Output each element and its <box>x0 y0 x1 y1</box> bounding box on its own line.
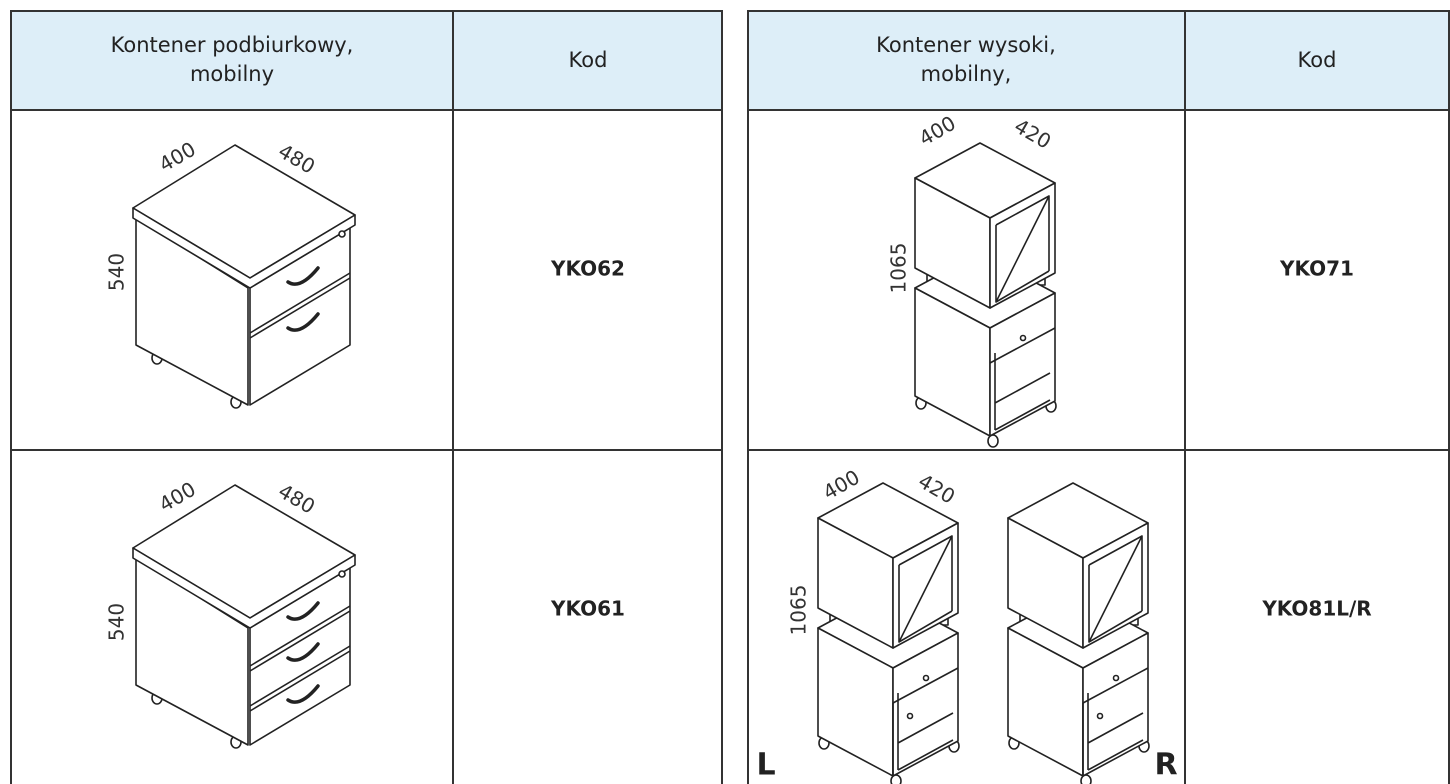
side-label: R <box>1154 748 1177 783</box>
tall-cabinet-drawing <box>818 483 959 784</box>
tall-cabinet-drawing <box>914 142 1057 448</box>
dimension: 400 <box>915 111 960 151</box>
table-border <box>10 10 723 784</box>
header-title: Kontener wysoki, <box>876 33 1056 57</box>
header-bg <box>10 10 723 111</box>
header-bg <box>747 10 1450 111</box>
product-code: YKO71 <box>1279 257 1354 281</box>
product-code: YKO81L/R <box>1261 597 1371 621</box>
header-code: Kod <box>569 48 608 72</box>
header-title: mobilny, <box>921 62 1012 86</box>
dimension: 540 <box>105 253 129 291</box>
pedestal-drawing <box>132 144 356 409</box>
table-border <box>747 10 1450 784</box>
side-label: L <box>756 748 775 783</box>
tables <box>10 10 1450 784</box>
dimension: 1065 <box>787 585 811 636</box>
header-title: Kontener podbiurkowy, <box>111 33 354 57</box>
header-title: mobilny <box>190 62 274 86</box>
header-code: Kod <box>1298 48 1337 72</box>
dimension: 1065 <box>887 243 911 294</box>
pedestal-drawing <box>132 484 356 749</box>
tall-cabinet-drawing <box>1008 483 1149 784</box>
dimension: 420 <box>1010 114 1055 154</box>
dimension: 540 <box>105 603 129 641</box>
product-code: YKO61 <box>550 597 625 621</box>
product-code: YKO62 <box>550 257 625 281</box>
